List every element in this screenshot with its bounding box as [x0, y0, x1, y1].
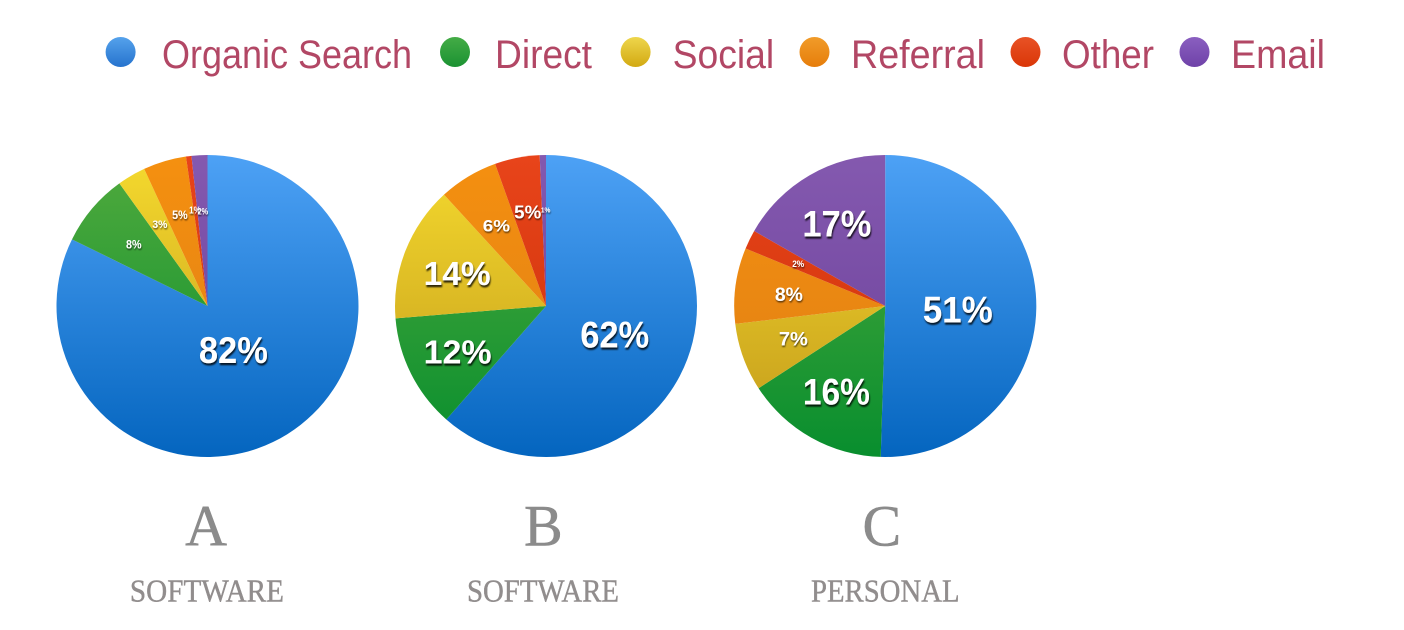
- svg-text:8%: 8%: [775, 285, 803, 306]
- svg-text:16%: 16%: [803, 371, 870, 412]
- svg-text:8%: 8%: [126, 237, 142, 251]
- svg-text:A: A: [185, 494, 227, 559]
- svg-text:2%: 2%: [792, 259, 804, 270]
- svg-text:Organic Search: Organic Search: [162, 33, 412, 77]
- svg-text:PERSONAL: PERSONAL: [811, 573, 960, 609]
- svg-text:Referral: Referral: [851, 33, 985, 77]
- svg-text:17%: 17%: [802, 204, 871, 245]
- svg-text:62%: 62%: [580, 314, 649, 355]
- svg-text:Email: Email: [1231, 33, 1325, 77]
- svg-text:C: C: [863, 494, 902, 559]
- svg-text:82%: 82%: [199, 330, 268, 371]
- svg-text:7%: 7%: [779, 330, 808, 351]
- svg-text:14%: 14%: [424, 255, 491, 292]
- svg-text:3%: 3%: [152, 219, 167, 231]
- svg-text:6%: 6%: [483, 216, 510, 235]
- svg-text:2%: 2%: [198, 207, 209, 217]
- svg-text:Direct: Direct: [495, 33, 592, 77]
- svg-text:Social: Social: [673, 33, 775, 77]
- svg-text:1%: 1%: [189, 206, 201, 217]
- svg-text:12%: 12%: [424, 333, 492, 370]
- svg-text:Other: Other: [1062, 33, 1154, 77]
- svg-text:SOFTWARE: SOFTWARE: [467, 573, 619, 609]
- svg-text:1%: 1%: [541, 205, 551, 214]
- svg-text:5%: 5%: [514, 203, 541, 223]
- svg-text:51%: 51%: [923, 290, 993, 331]
- svg-text:B: B: [524, 494, 563, 559]
- svg-text:SOFTWARE: SOFTWARE: [130, 573, 284, 609]
- svg-text:5%: 5%: [172, 210, 188, 222]
